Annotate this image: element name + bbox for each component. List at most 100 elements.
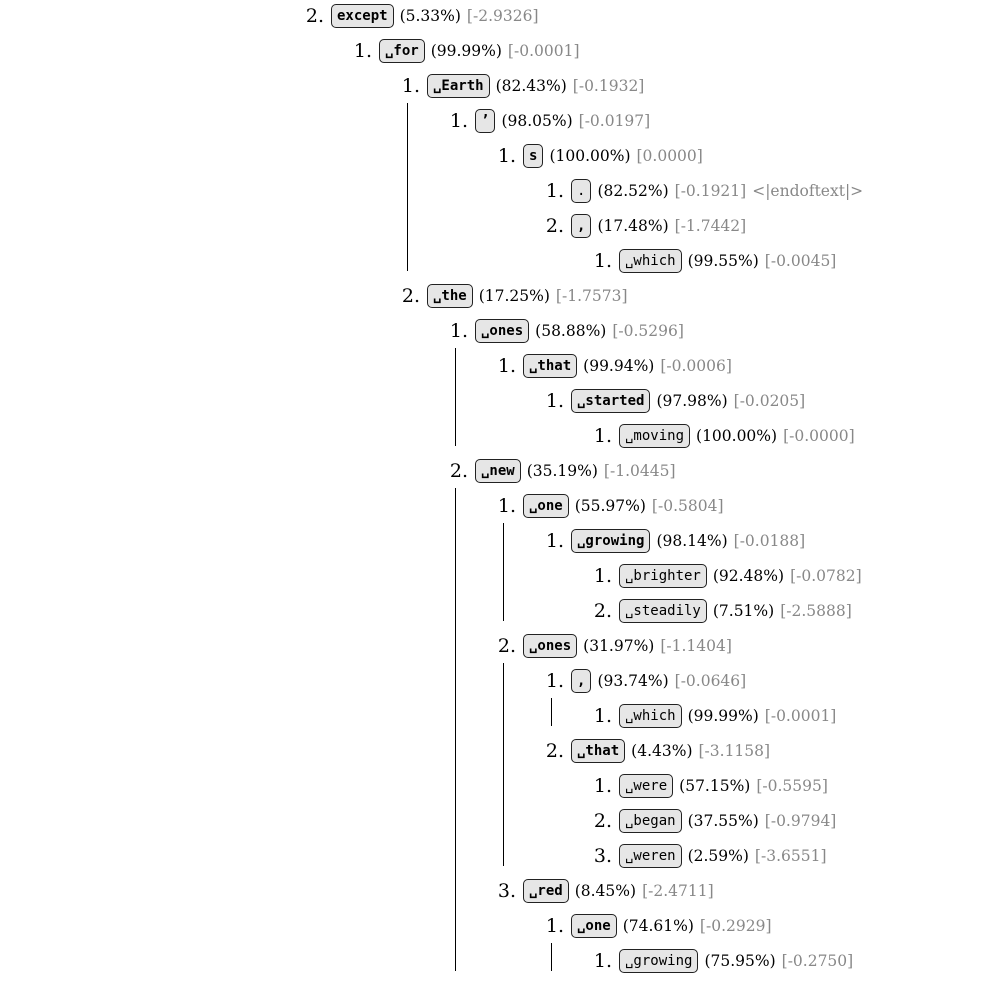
tree-row: 1.. (82.52%) [-0.1921] <|endoftext|> <box>540 173 863 208</box>
token-chip[interactable]: ␣one <box>523 493 569 518</box>
logprob: [-0.0782] <box>790 566 862 585</box>
tree-node: 2. ␣began (37.55%) [-0.9794] <box>588 803 863 838</box>
tree-row: 1. ␣moving (100.00%) [-0.0000] <box>588 418 863 453</box>
rank-number: 1. <box>593 949 612 972</box>
token-chip[interactable]: ␣that <box>571 738 626 763</box>
token-chip[interactable]: ␣Earth <box>427 73 490 98</box>
token-chip[interactable]: ␣moving <box>619 423 691 448</box>
logprob: [-0.2750] <box>781 951 854 970</box>
tree-row: 1. ␣growing (98.14%) [-0.0188] <box>540 523 863 558</box>
logprob: [-0.0197] <box>578 111 651 130</box>
probability: (82.52%) <box>597 181 669 200</box>
probability: (99.55%) <box>687 251 759 270</box>
children-group: 1. ␣started (97.98%) [-0.0205] 1. ␣moving (100… <box>540 383 863 453</box>
token-chip[interactable]: ␣one <box>571 913 617 938</box>
children-group: 1. ␣growing (75.95%) [-0.2750] <box>550 943 863 978</box>
tree-node: 1. ␣ones (58.88%) [-0.5296] 1. ␣that (99.94%) [… <box>444 313 863 453</box>
token-chip[interactable]: ␣began <box>619 808 682 833</box>
logprob: [-0.2929] <box>699 916 772 935</box>
tree-node: 1.’ (98.05%) [-0.0197] 1. s (100.00%) [0.0000]… <box>444 103 863 278</box>
token-chip[interactable]: s <box>523 143 544 168</box>
rank-number: 2. <box>593 809 612 832</box>
tree-node: 1. ␣one (55.97%) [-0.5804] 1. ␣growing (98.14%… <box>492 488 863 628</box>
token-chip[interactable]: ␣that <box>523 353 578 378</box>
children-group: 1. ␣growing (98.14%) [-0.0188] 1. ␣brighter (9… <box>502 523 863 628</box>
token-chip[interactable]: ␣red <box>523 878 569 903</box>
logprob: [-2.4711] <box>642 881 714 900</box>
rank-number: 2. <box>545 214 564 237</box>
logprob: [-0.0205] <box>733 391 806 410</box>
probability: (99.99%) <box>430 41 502 60</box>
tree-row: 1. ␣which (99.99%) [-0.0001] <box>588 698 863 733</box>
token-chip[interactable]: ␣the <box>427 283 473 308</box>
probability: (2.59%) <box>687 846 749 865</box>
rank-number: 2. <box>305 4 324 27</box>
token-tree: 2. except (5.33%) [-2.9326] 1. ␣for (99.99%) [-… <box>300 0 863 978</box>
tree-row: 2. ␣that (4.43%) [-3.1158] <box>540 733 863 768</box>
logprob: [-0.0001] <box>507 41 580 60</box>
children-group: 1. ␣one (55.97%) [-0.5804] 1. ␣growing (98.14%… <box>454 488 863 978</box>
tree-row: 1. ␣Earth (82.43%) [-0.1932] <box>396 68 863 103</box>
tree-node: 1. ␣which (99.55%) [-0.0045] <box>588 243 863 278</box>
probability: (17.48%) <box>597 216 669 235</box>
tree-row: 2., (17.48%) [-1.7442] <box>540 208 863 243</box>
token-chip[interactable]: , <box>571 668 592 693</box>
token-chip[interactable]: ␣were <box>619 773 674 798</box>
token-chip[interactable]: ␣ones <box>523 633 578 658</box>
token-chip[interactable]: ’ <box>475 108 496 133</box>
token-chip[interactable]: ␣growing <box>619 948 699 973</box>
tree-node: 1. ␣which (99.99%) [-0.0001] <box>588 698 863 733</box>
token-chip[interactable]: ␣brighter <box>619 563 707 588</box>
logprob: [-0.1932] <box>572 76 645 95</box>
tree-node: 3. ␣red (8.45%) [-2.4711] 1. ␣one (74.61%) [-0.… <box>492 873 863 978</box>
token-chip[interactable]: ␣ones <box>475 318 530 343</box>
token-chip[interactable]: ␣which <box>619 703 682 728</box>
probability: (58.88%) <box>535 321 607 340</box>
token-chip[interactable]: ␣steadily <box>619 598 707 623</box>
probability: (31.97%) <box>583 636 655 655</box>
tree-node: 2. ␣the (17.25%) [-1.7573] 1. ␣ones (58.88%) [-… <box>396 278 863 978</box>
tree-row: 1. ␣one (55.97%) [-0.5804] <box>492 488 863 523</box>
token-chip[interactable]: ␣new <box>475 458 521 483</box>
tree-row: 1. ␣brighter (92.48%) [-0.0782] <box>588 558 863 593</box>
logprob: [-0.5595] <box>756 776 828 795</box>
logprob: [-1.7442] <box>674 216 747 235</box>
token-chip[interactable]: except <box>331 3 394 28</box>
probability: (97.98%) <box>656 391 728 410</box>
token-chip[interactable]: ␣which <box>619 248 682 273</box>
rank-number: 1. <box>449 109 468 132</box>
rank-number: 1. <box>593 704 612 727</box>
logprob: [-0.5804] <box>651 496 724 515</box>
rank-number: 1. <box>545 669 564 692</box>
tree-row: 1. ␣were (57.15%) [-0.5595] <box>588 768 863 803</box>
children-group: 1.’ (98.05%) [-0.0197] 1. s (100.00%) [0.0000]… <box>406 103 863 278</box>
probability: (8.45%) <box>574 881 637 900</box>
tree-node: 1. ␣growing (75.95%) [-0.2750] <box>588 943 863 978</box>
children-group: 1. ␣which (99.55%) [-0.0045] <box>588 243 863 278</box>
tree-row: 2. ␣ones (31.97%) [-1.1404] <box>492 628 863 663</box>
tree-row: 2. ␣began (37.55%) [-0.9794] <box>588 803 863 838</box>
token-chip[interactable]: ␣started <box>571 388 651 413</box>
probability: (99.94%) <box>583 356 655 375</box>
logprob: [-1.0445] <box>603 461 676 480</box>
tree-node: 1. ␣started (97.98%) [-0.0205] 1. ␣moving (100… <box>540 383 863 453</box>
probability: (4.43%) <box>631 741 693 760</box>
probability: (92.48%) <box>712 566 785 585</box>
tree-node: 1. s (100.00%) [0.0000] 1.. (82.52%) [-0.1921]… <box>492 138 863 278</box>
children-group: 1.. (82.52%) [-0.1921] <|endoftext|> 2., (17.… <box>540 173 863 278</box>
tree-row: 3. ␣weren (2.59%) [-3.6551] <box>588 838 863 873</box>
tree-node: 2. ␣that (4.43%) [-3.1158] 1. ␣were (57.15%) [-… <box>540 733 863 873</box>
logprob: [-0.0646] <box>674 671 747 690</box>
tree-node: 3. ␣weren (2.59%) [-3.6551] <box>588 838 863 873</box>
tree-row: 3. ␣red (8.45%) [-2.4711] <box>492 873 863 908</box>
token-chip[interactable]: . <box>571 178 592 203</box>
probability: (35.19%) <box>526 461 598 480</box>
logprob: [-1.1404] <box>660 636 732 655</box>
token-chip[interactable]: ␣for <box>379 38 425 63</box>
token-chip[interactable]: ␣weren <box>619 843 682 868</box>
logprob: [-3.1158] <box>698 741 771 760</box>
rank-number: 1. <box>449 319 468 342</box>
tree-node: 1. ␣moving (100.00%) [-0.0000] <box>588 418 863 453</box>
token-chip[interactable]: , <box>571 213 592 238</box>
token-chip[interactable]: ␣growing <box>571 528 651 553</box>
